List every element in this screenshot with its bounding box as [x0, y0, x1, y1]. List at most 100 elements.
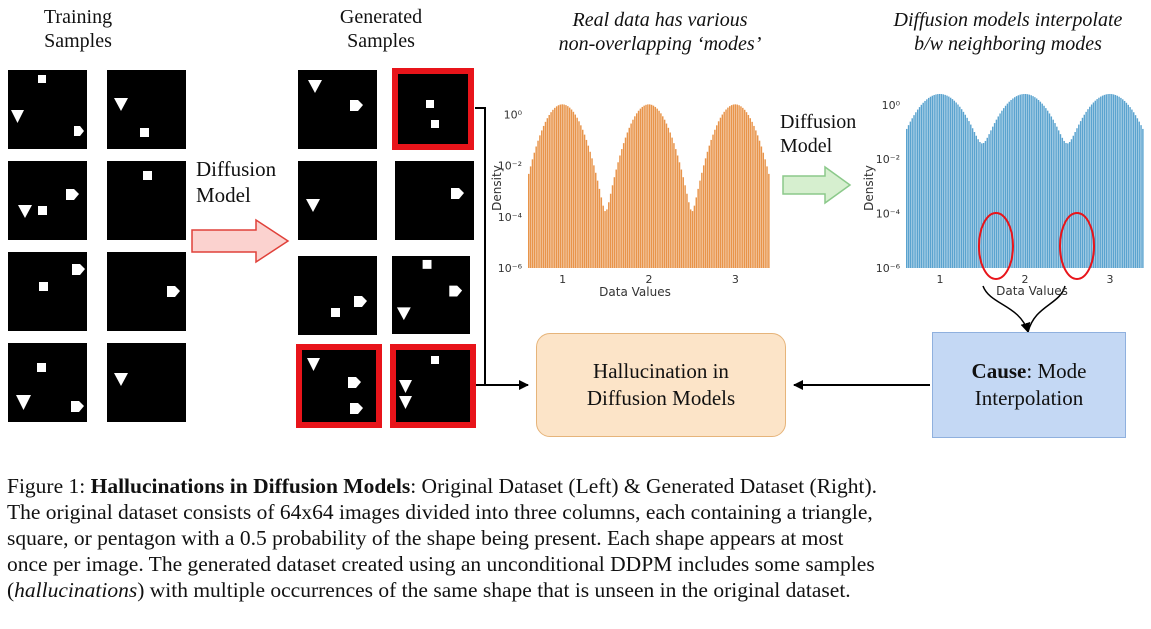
histogram-bar [576, 117, 578, 268]
histogram-bar [680, 169, 683, 268]
histogram-bar [749, 118, 751, 268]
diffusion-model-label-left: Diffusion Model [196, 157, 277, 207]
histogram-bar [1083, 114, 1086, 268]
histogram-bar [1105, 94, 1107, 268]
histogram-bar [970, 124, 972, 269]
histogram-bar [758, 140, 761, 268]
histogram-bar [714, 129, 716, 268]
histogram-bar [753, 125, 755, 268]
histogram-bar [1065, 142, 1067, 268]
histogram-bar [1046, 110, 1049, 268]
histogram-bar [596, 180, 599, 268]
generated-tile-hallucination [392, 68, 474, 150]
histogram-bar [1096, 99, 1098, 268]
histogram-bar [984, 140, 987, 268]
x-tick-label: 1 [937, 273, 944, 286]
histogram-bar [1074, 131, 1076, 268]
training-tile [8, 343, 87, 422]
histogram-bar [736, 104, 738, 268]
histogram-bar [933, 94, 935, 269]
histogram-bar [764, 159, 766, 268]
histogram-bar [1114, 94, 1117, 269]
histogram-bar [915, 112, 917, 268]
histogram-bar [1008, 101, 1010, 268]
histogram-bar [1138, 121, 1140, 268]
histogram-bar [617, 162, 619, 268]
histogram-bar [581, 129, 584, 268]
histogram-bar [931, 95, 934, 268]
histogram-bar [942, 94, 945, 268]
diffusion-histogram: Density Data Values 10⁰ 10⁻² 10⁻⁴ 10⁻⁶ 1 2 3 [862, 93, 1144, 298]
histogram-bar [762, 152, 765, 268]
y-axis-label: Density [862, 165, 876, 211]
histogram-bar [1063, 140, 1065, 268]
histogram-bar [1076, 128, 1078, 268]
x-tick-label: 3 [1107, 273, 1114, 286]
histogram-bar [708, 145, 711, 268]
cause-bold: Cause [971, 359, 1027, 383]
histogram-bar [988, 134, 990, 268]
histogram-bar [574, 114, 576, 269]
histogram-bar [712, 134, 714, 268]
histogram-bar [1118, 96, 1120, 268]
histogram-bar [906, 128, 908, 268]
y-tick-label: 10⁻⁴ [498, 211, 523, 224]
histogram-bar [926, 99, 928, 268]
histogram-bar [962, 111, 965, 268]
histogram-bar [1001, 110, 1003, 268]
histogram-bar [531, 159, 534, 268]
hallucination-box: Hallucination in Diffusion Models [536, 333, 786, 437]
histogram-bar [1089, 106, 1091, 269]
histogram-bar [587, 145, 590, 268]
histogram-bar [1078, 124, 1080, 269]
green-arrow [782, 165, 852, 205]
histogram-bar [602, 205, 604, 268]
histogram-bar [697, 188, 699, 268]
histogram-bar [704, 158, 707, 268]
histogram-bar [652, 105, 655, 268]
x-tick-label: 2 [1022, 273, 1029, 286]
histogram-bar [716, 125, 718, 268]
histogram-bar [740, 106, 742, 269]
histogram-bar [1112, 94, 1115, 268]
histogram-bar [1054, 123, 1056, 268]
histogram-bar [643, 105, 645, 268]
histogram-bar [977, 139, 979, 268]
histogram-bar [583, 134, 586, 268]
y-tick-label: 10⁻⁶ [498, 262, 523, 275]
histogram-bar [1136, 118, 1139, 269]
histogram-bar [622, 143, 625, 268]
histogram-bar [645, 104, 647, 268]
histogram-bar [1092, 102, 1095, 269]
histogram-bar [979, 141, 981, 268]
histogram-bar [743, 109, 746, 268]
histogram-bar [1125, 102, 1128, 268]
histogram-bar [611, 185, 614, 268]
histogram-bar [756, 135, 759, 268]
histogram-bar [1034, 97, 1036, 268]
histogram-bar [1056, 126, 1058, 268]
histogram-bar [699, 180, 701, 268]
histogram-bar [650, 104, 653, 268]
histogram-bar [1041, 103, 1043, 269]
histogram-bar [907, 125, 910, 268]
histogram-bar [1087, 109, 1089, 268]
histogram-bar [948, 96, 950, 268]
histogram-bar [621, 149, 623, 268]
histogram-bar [719, 117, 722, 268]
histogram-bar [630, 123, 632, 269]
training-tile [107, 70, 186, 149]
histogram-bar [675, 149, 677, 268]
histogram-bar [955, 102, 957, 269]
histogram-bar [1068, 141, 1071, 268]
histogram-bar [935, 94, 937, 268]
y-tick-label: 10⁻⁶ [876, 262, 901, 275]
histogram-bar [1101, 95, 1104, 268]
histogram-bar [738, 105, 740, 269]
y-tick-label: 10⁻⁴ [876, 208, 901, 221]
histogram-bar [1133, 112, 1135, 268]
histogram-bar [691, 211, 694, 268]
interpolation-highlight [978, 212, 1014, 280]
diffusion-model-label-right: Diffusion Model [780, 111, 857, 157]
histogram-bar [957, 104, 959, 268]
